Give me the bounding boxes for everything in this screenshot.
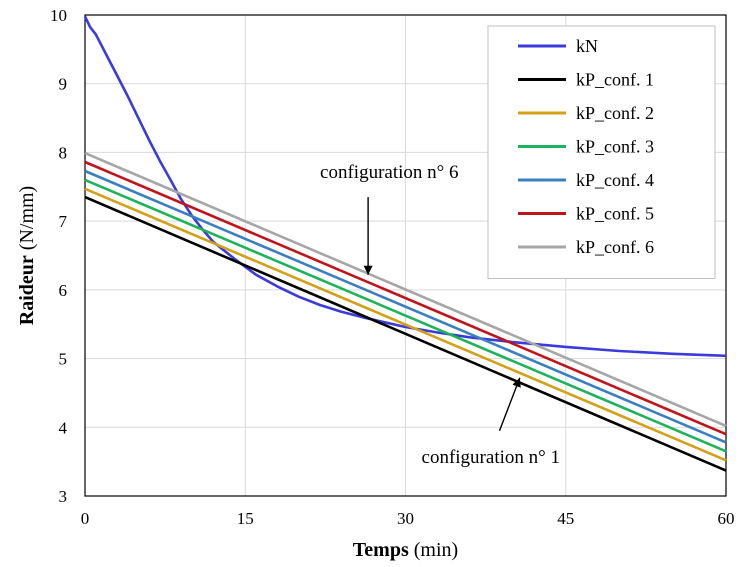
annotation-conf6-text: configuration n° 6 (320, 162, 458, 183)
series-line-kp-conf-2 (84, 187, 727, 462)
legend-label: kP_conf. 4 (576, 170, 654, 190)
x-tick-label: 60 (718, 509, 735, 528)
y-tick-label: 4 (59, 418, 68, 437)
x-tick-label: 0 (81, 509, 90, 528)
y-axis-title: Raideur (N/mm) (16, 186, 38, 325)
legend-label: kP_conf. 3 (576, 137, 654, 157)
series-lines (83, 15, 727, 472)
annotation-conf1-text: configuration n° 1 (422, 447, 560, 468)
annotations: configuration n° 6 configuration n° 1 (320, 162, 560, 468)
x-axis-title-bold: Temps (353, 539, 409, 561)
plot-frame (84, 14, 727, 497)
annotation-conf1-arrow (498, 377, 521, 431)
y-tick-label: 9 (59, 75, 68, 94)
legend-label: kP_conf. 5 (576, 204, 654, 224)
y-axis-title-unit: (N/mm) (16, 186, 38, 255)
series-line-kp-conf-6 (84, 151, 727, 428)
y-tick-label: 6 (59, 281, 68, 300)
y-tick-label: 5 (59, 350, 68, 369)
series-line-kp-conf-3 (84, 178, 727, 453)
y-tick-label: 10 (50, 6, 67, 25)
x-tick-label: 45 (557, 509, 574, 528)
legend-label: kP_conf. 2 (576, 103, 654, 123)
x-tick-label: 30 (397, 509, 414, 528)
x-axis-title: Temps (min) (353, 539, 458, 561)
legend-label: kP_conf. 6 (576, 237, 654, 257)
y-tick-label: 3 (59, 487, 68, 506)
legend-box (487, 25, 716, 279)
x-tick-label: 15 (237, 509, 254, 528)
y-tick-label: 7 (59, 212, 68, 231)
y-tick-label: 8 (59, 143, 68, 162)
legend-label: kN (576, 36, 598, 56)
series-line-kp-conf-1 (84, 195, 727, 472)
series-line-kp-conf-4 (84, 169, 727, 444)
legend-label: kP_conf. 1 (576, 70, 654, 90)
legend: kN kP_conf. 1 kP_conf. 2 kP_conf. 3 kP_conf.… (487, 25, 716, 279)
y-axis-title-bold: Raideur (16, 255, 38, 325)
series-line-kp-conf-5 (84, 160, 727, 436)
x-axis-title-unit: (min) (409, 539, 458, 561)
